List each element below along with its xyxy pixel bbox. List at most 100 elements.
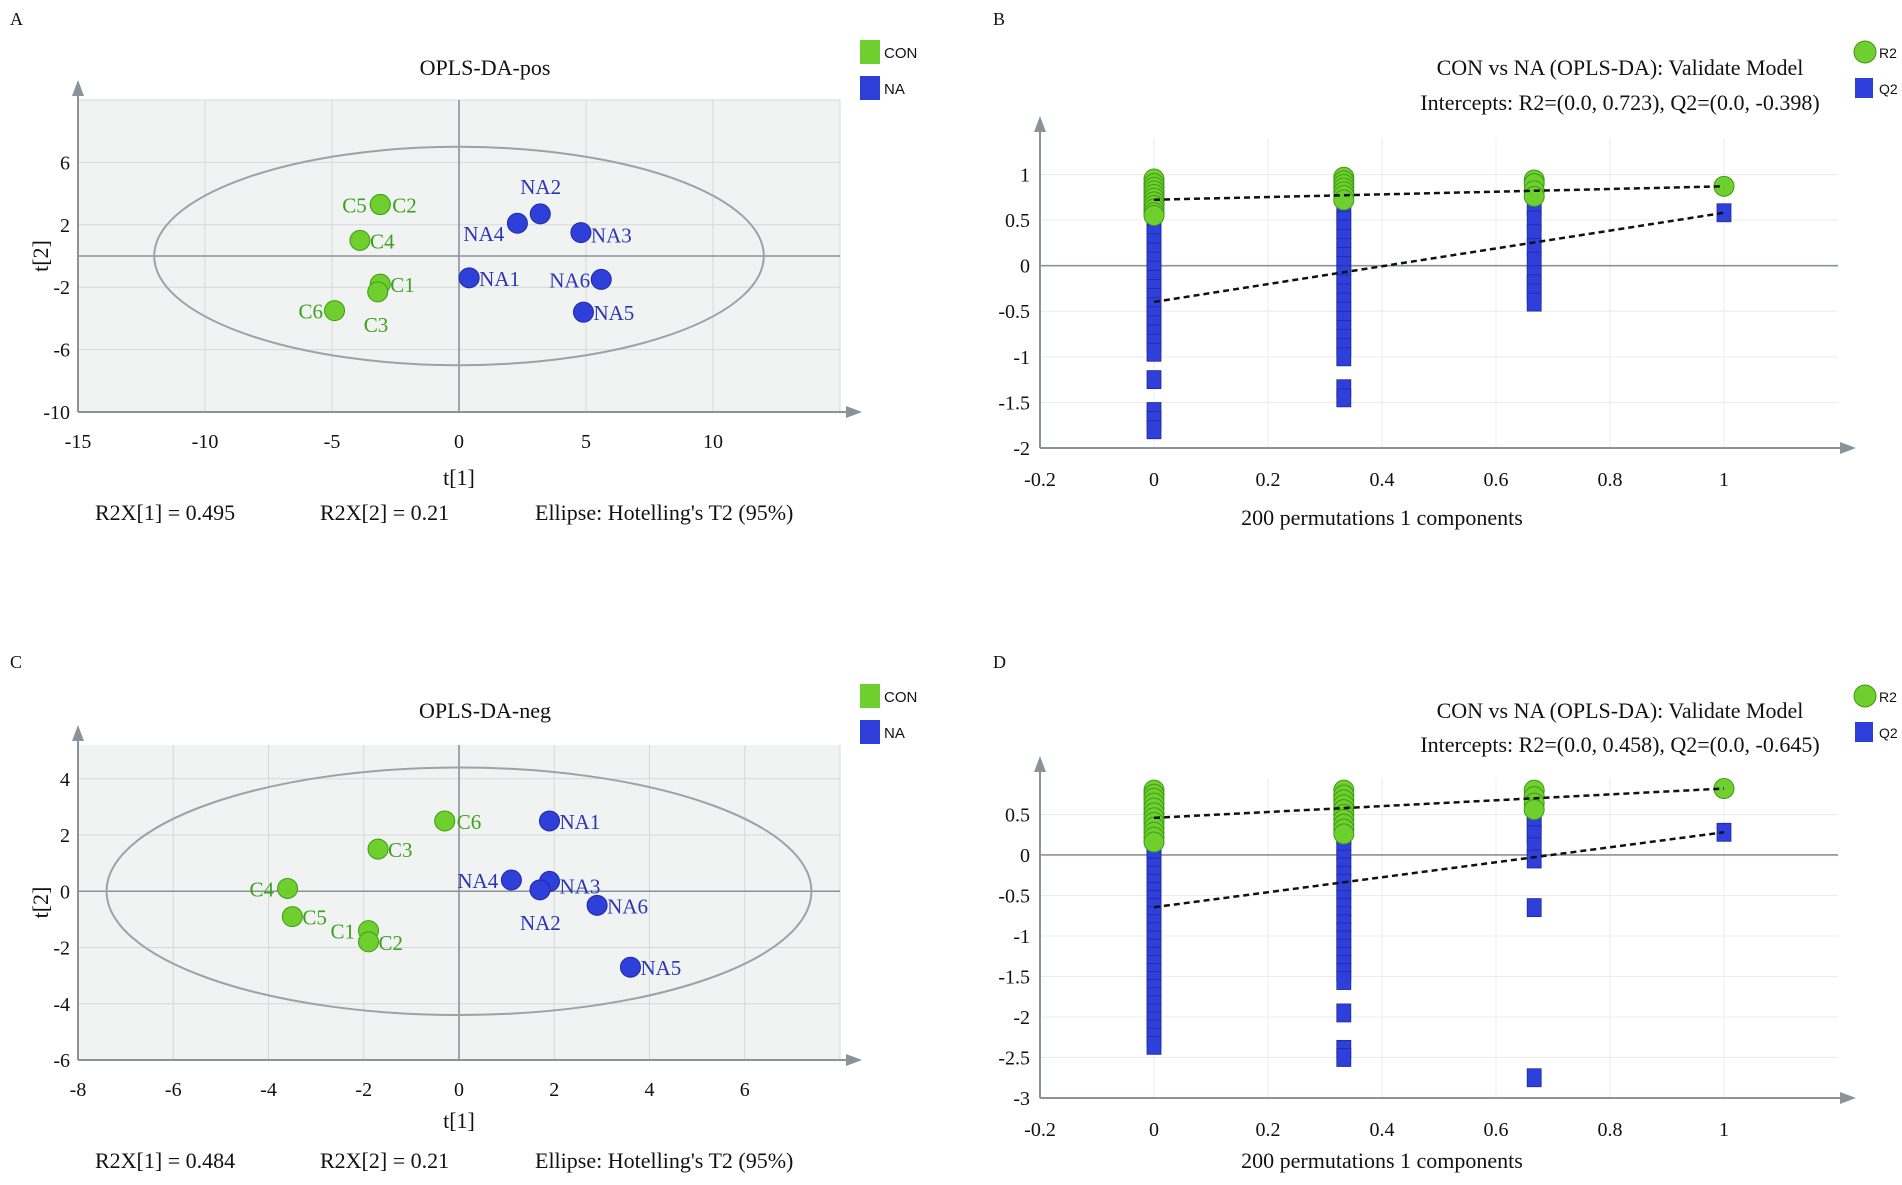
data-point-na6 — [586, 894, 608, 916]
point-label-na3: NA3 — [559, 874, 600, 898]
x-tick-label: 0.2 — [1256, 469, 1281, 491]
r2-permutation-point — [1523, 185, 1545, 207]
q2-permutation-point — [1336, 347, 1352, 367]
footer-stat-1: R2X[2] = 0.21 — [320, 500, 449, 525]
point-label-na1: NA1 — [559, 810, 600, 834]
point-label-c3: C3 — [388, 838, 413, 862]
hotelling-ellipse — [105, 766, 813, 1016]
q2-permutation-point — [1146, 420, 1162, 440]
x-axis-label: t[1] — [443, 1108, 475, 1133]
y-tick-label: 0 — [1020, 256, 1030, 278]
x-tick-label: -0.2 — [1024, 1119, 1056, 1141]
y-axis-label: t[2] — [28, 887, 53, 919]
x-tick-label: 0.6 — [1484, 469, 1509, 491]
data-point-c2 — [369, 194, 391, 216]
x-tick-label: 5 — [581, 431, 591, 453]
x-axis-label: 200 permutations 1 components — [1241, 505, 1523, 530]
footer-stat-2: Ellipse: Hotelling's T2 (95%) — [535, 500, 793, 525]
legend-swatch-q2 — [1855, 78, 1873, 98]
axis-arrow — [72, 80, 84, 96]
y-tick-label: -2 — [53, 277, 70, 299]
y-tick-label: 0 — [1020, 845, 1030, 867]
y-tick-label: -6 — [53, 340, 70, 362]
legend-label-q2: Q2 — [1879, 81, 1898, 97]
r2-permutation-point — [1333, 189, 1355, 211]
legend-label-q2: Q2 — [1879, 725, 1898, 741]
legend-label-con: CON — [884, 689, 917, 706]
axis-arrow — [846, 406, 862, 418]
legend-swatch-con — [860, 684, 880, 708]
r2-regression-line — [1153, 185, 1725, 201]
y-tick-label: 2 — [60, 215, 70, 237]
footer-stat-0: R2X[1] = 0.484 — [95, 1148, 235, 1173]
panel-letter: B — [993, 9, 1005, 29]
y-tick-label: -2 — [53, 938, 70, 960]
y-tick-label: -10 — [43, 402, 70, 424]
point-label-na1: NA1 — [479, 267, 520, 291]
y-tick-label: 4 — [60, 769, 70, 791]
y-tick-label: -2 — [1013, 1007, 1030, 1029]
footer-stat-1: R2X[2] = 0.21 — [320, 1148, 449, 1173]
x-tick-label: 0.6 — [1484, 1119, 1509, 1141]
panel-letter: D — [993, 652, 1006, 672]
x-tick-label: 0.4 — [1370, 1119, 1395, 1141]
x-tick-label: 1 — [1719, 469, 1729, 491]
x-tick-label: -4 — [260, 1079, 277, 1101]
chart-subtitle: Intercepts: R2=(0.0, 0.458), Q2=(0.0, -0… — [1420, 732, 1819, 757]
x-tick-label: -2 — [355, 1079, 372, 1101]
point-label-na4: NA4 — [463, 222, 504, 246]
axis-arrow — [846, 1054, 862, 1066]
chart-title: CON vs NA (OPLS-DA): Validate Model — [1437, 55, 1804, 80]
data-point-na4 — [500, 869, 522, 891]
data-point-na3 — [570, 222, 592, 244]
point-label-c4: C4 — [370, 229, 395, 253]
data-point-na1 — [538, 810, 560, 832]
y-tick-label: -1.5 — [998, 392, 1030, 414]
panel-d: D CON vs NA (OPLS-DA): Validate Model Inte… — [993, 652, 1898, 1173]
panel-letter: C — [10, 652, 22, 672]
legend-swatch-na — [860, 76, 880, 100]
axis-arrow — [1840, 442, 1856, 454]
x-tick-label: -8 — [70, 1079, 87, 1101]
y-tick-label: 0 — [60, 881, 70, 903]
legend-swatch-con — [860, 40, 880, 64]
y-tick-label: 6 — [60, 152, 70, 174]
y-tick-label: -3 — [1013, 1088, 1030, 1110]
q2-permutation-point — [1146, 342, 1162, 362]
y-axis-label: t[2] — [28, 240, 53, 272]
point-label-na6: NA6 — [549, 268, 590, 292]
data-point-na5 — [619, 956, 641, 978]
data-point-c2 — [358, 931, 380, 953]
y-tick-label: -4 — [53, 994, 70, 1016]
legend-label-r2: R2 — [1879, 45, 1897, 61]
q2-permutation-point — [1336, 388, 1352, 408]
r2-permutation-point — [1143, 831, 1165, 853]
x-tick-label: -15 — [65, 431, 92, 453]
point-label-na2: NA2 — [520, 175, 561, 199]
x-tick-label: 0.8 — [1598, 469, 1623, 491]
chart-title: CON vs NA (OPLS-DA): Validate Model — [1437, 698, 1804, 723]
axis-arrow — [1034, 756, 1046, 772]
y-tick-label: 2 — [60, 825, 70, 847]
hotelling-ellipse — [153, 145, 765, 367]
r2-permutation-point — [1333, 823, 1355, 845]
data-point-na1 — [458, 267, 480, 289]
data-point-na5 — [572, 301, 594, 323]
point-label-na4: NA4 — [457, 869, 498, 893]
point-label-c6: C6 — [457, 810, 482, 834]
x-tick-label: 0.2 — [1256, 1119, 1281, 1141]
point-label-na2: NA2 — [520, 911, 561, 935]
y-tick-label: -2 — [1013, 438, 1030, 460]
footer-stat-2: Ellipse: Hotelling's T2 (95%) — [535, 1148, 793, 1173]
x-tick-label: 2 — [549, 1079, 559, 1101]
x-tick-label: 1 — [1719, 1119, 1729, 1141]
point-label-na5: NA5 — [640, 956, 681, 980]
data-point-c4 — [349, 229, 371, 251]
data-point-c6 — [324, 300, 346, 322]
y-tick-label: -1.5 — [998, 966, 1030, 988]
chart-subtitle: Intercepts: R2=(0.0, 0.723), Q2=(0.0, -0… — [1420, 90, 1819, 115]
data-point-c4 — [277, 877, 299, 899]
y-tick-label: 1 — [1020, 164, 1030, 186]
legend-label-con: CON — [884, 45, 917, 62]
